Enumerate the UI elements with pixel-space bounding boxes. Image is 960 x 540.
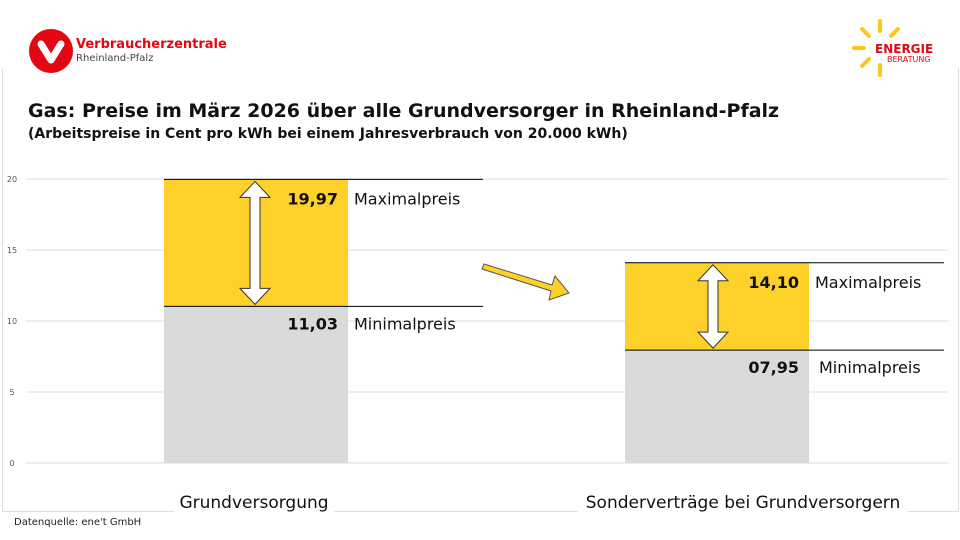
chart-title: Gas: Preise im März 2026 über alle Grund… [28, 100, 780, 122]
logo-beratung: BERATUNG [887, 55, 931, 64]
max-value-label: 19,97 [287, 189, 338, 208]
y-tick-label: 20 [7, 175, 17, 184]
double-arrow-icon [238, 180, 272, 306]
max-series-label: Maximalpreis [354, 189, 460, 208]
y-tick-label: 15 [7, 246, 17, 255]
bar-minimalpreis [625, 350, 809, 463]
vz-logo-icon [29, 29, 73, 73]
category-label-bg [578, 488, 908, 514]
min-value-label: 11,03 [287, 314, 338, 333]
chart-subtitle: (Arbeitspreise in Cent pro kWh bei einem… [28, 126, 628, 142]
min-value-label: 07,95 [748, 358, 799, 377]
min-series-label: Minimalpreis [819, 358, 921, 377]
y-tick-label: 5 [9, 388, 14, 397]
max-series-label: Maximalpreis [815, 273, 921, 292]
energieberatung-logo: ENERGIE BERATUNG [850, 18, 950, 78]
logo-energie: ENERGIE [875, 42, 934, 56]
category-label: Sonderverträge bei Grundversorgern [586, 493, 901, 513]
vz-logo-name: Verbraucherzentrale [76, 37, 227, 52]
chart-frame [2, 68, 959, 512]
data-source: Datenquelle: ene't GmbH [14, 517, 142, 528]
sun-icon [852, 19, 900, 77]
y-tick-label: 10 [7, 317, 17, 326]
y-tick-label: 0 [9, 459, 14, 468]
min-series-label: Minimalpreis [354, 314, 456, 333]
vz-logo-region: Rheinland-Pfalz [76, 53, 154, 64]
double-arrow-icon [696, 264, 730, 349]
vz-logo: Verbraucherzentrale Rheinland-Pfalz [28, 28, 227, 78]
bar-minimalpreis [164, 306, 348, 463]
category-label: Grundversorgung [179, 493, 328, 513]
category-label-bg [174, 488, 334, 514]
max-value-label: 14,10 [748, 273, 799, 292]
trend-arrow-icon [481, 263, 570, 301]
